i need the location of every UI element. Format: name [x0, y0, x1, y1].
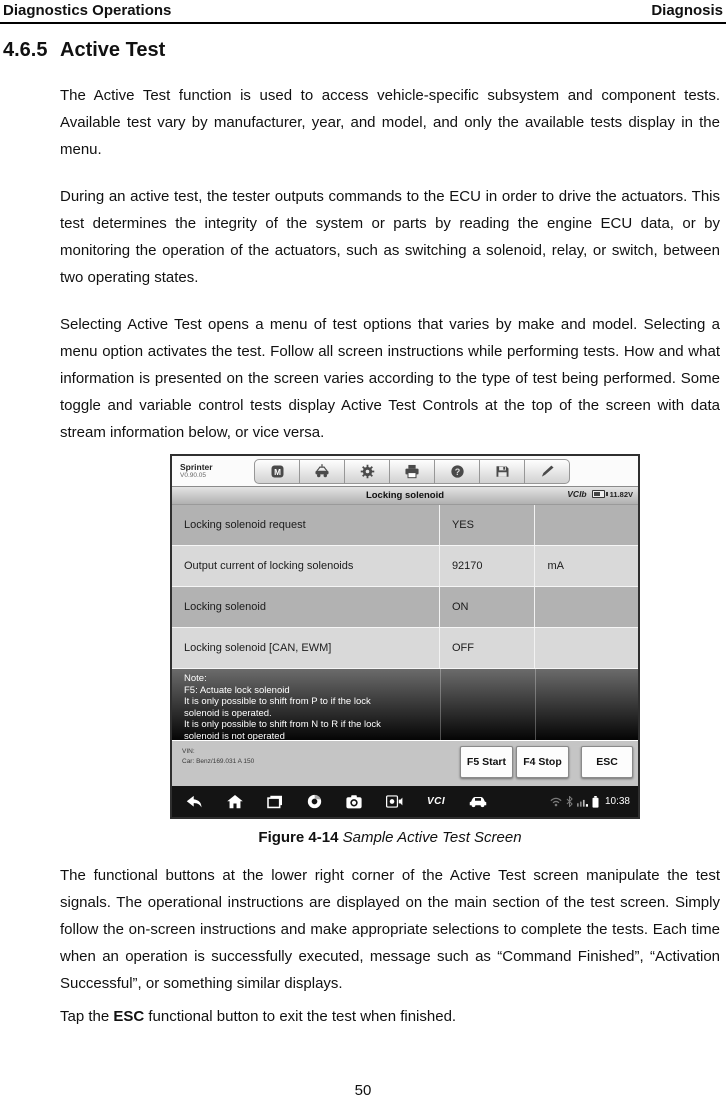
vehicle-icon[interactable] [469, 795, 487, 808]
signal-icon [576, 797, 588, 807]
paragraph-closing: Tap the ESC functional button to exit th… [60, 1003, 720, 1030]
printer-icon [404, 464, 420, 479]
battery-icon [592, 795, 599, 808]
vehicle-info: Sprinter V0.90.05 [172, 461, 254, 480]
edit-button[interactable] [525, 458, 570, 484]
closing-prefix: Tap the [60, 1008, 114, 1025]
vin-info: VIN: Car: Benz/169.031 A 150 [182, 747, 254, 767]
row-name: Locking solenoid [CAN, EWM] [172, 628, 440, 668]
screenshot-topbar: Sprinter V0.90.05 M [172, 456, 638, 486]
page-header: Diagnostics Operations Diagnosis [0, 0, 726, 24]
closing-suffix: functional button to exit the test when … [144, 1008, 457, 1025]
test-title: Locking solenoid [365, 490, 445, 501]
row-name: Locking solenoid request [172, 505, 440, 545]
section-number: 4.6.5 [3, 39, 48, 61]
vehicle-connect-icon [314, 463, 330, 479]
home-icon[interactable] [227, 794, 243, 809]
battery-voltage-indicator: 11.82V [591, 489, 633, 499]
esc-button[interactable]: ESC [581, 746, 633, 778]
maxi-home-button[interactable]: M [254, 458, 300, 484]
paragraph-4: The functional buttons at the lower righ… [60, 867, 720, 992]
car-info: Car: Benz/169.031 A 150 [182, 757, 255, 765]
row-unit [535, 505, 638, 545]
table-row: Locking solenoid request YES [172, 505, 638, 546]
f5-start-button[interactable]: F5 Start [459, 746, 513, 778]
settings-button[interactable] [345, 458, 390, 484]
recent-apps-icon[interactable] [267, 795, 283, 809]
active-test-table: Locking solenoid request YES Output curr… [172, 505, 638, 669]
table-row: Locking solenoid [CAN, EWM] OFF [172, 628, 638, 669]
note-line: solenoid is not operated [184, 730, 285, 742]
camera-icon[interactable] [346, 794, 362, 809]
row-name: Output current of locking solenoids [172, 546, 440, 586]
closing-esc: ESC [113, 1008, 145, 1025]
page-number: 50 [354, 1082, 372, 1099]
section-heading: 4.6.5 Active Test [3, 39, 726, 62]
note-line: Note: [184, 673, 207, 684]
paragraph-3: Selecting Active Test opens a menu of te… [60, 316, 720, 441]
row-value: ON [440, 587, 536, 627]
row-name: Locking solenoid [172, 587, 440, 627]
section-title: Active Test [60, 39, 166, 61]
note-line: It is only possible to shift from P to i… [184, 696, 371, 707]
software-version: V0.90.05 [180, 472, 207, 480]
figure-caption: Figure 4-14 Sample Active Test Screen [60, 829, 720, 846]
table-row: Locking solenoid ON [172, 587, 638, 628]
f4-stop-button[interactable]: F4 Stop [516, 746, 569, 778]
android-taskbar: VCI [172, 786, 638, 817]
save-button[interactable] [480, 458, 525, 484]
vehicle-name: Sprinter [180, 461, 213, 472]
figure-label: Figure 4-14 [258, 829, 339, 846]
settings-gear-icon [360, 464, 375, 479]
battery-voltage: 11.82V [609, 489, 633, 499]
svg-text:M: M [274, 467, 281, 476]
row-unit [535, 628, 638, 668]
figure-text: Sample Active Test Screen [338, 829, 522, 846]
back-icon[interactable] [186, 795, 203, 809]
screenshot-titlebar: Locking solenoid VCIb 11.82V [172, 486, 638, 505]
browser-icon[interactable] [307, 794, 322, 809]
screenshot-icon[interactable] [386, 795, 403, 808]
row-value: 92170 [440, 546, 536, 586]
wifi-icon [550, 797, 562, 807]
maxi-home-icon: M [270, 464, 285, 479]
note-line: solenoid is operated. [184, 707, 272, 719]
paragraph-1: The Active Test function is used to acce… [60, 87, 720, 158]
note-panel: Note: F5: Actuate lock solenoid It is on… [172, 669, 638, 742]
vci-logo[interactable]: VCI [427, 796, 446, 807]
row-unit [535, 587, 638, 627]
paragraph-2: During an active test, the tester output… [60, 188, 720, 286]
bluetooth-icon [566, 796, 573, 807]
toolbar: M [254, 458, 570, 484]
print-button[interactable] [390, 458, 435, 484]
svg-text:?: ? [454, 466, 460, 476]
note-line: It is only possible to shift from N to R… [184, 719, 381, 730]
header-left: Diagnostics Operations [3, 2, 172, 19]
screenshot-footer: VIN: Car: Benz/169.031 A 150 F5 Start F4… [172, 740, 638, 786]
help-icon: ? [450, 464, 465, 479]
note-line: F5: Actuate lock solenoid [184, 684, 290, 696]
sample-active-test-screenshot: Sprinter V0.90.05 M [170, 454, 640, 819]
row-value: YES [440, 505, 536, 545]
vci-status-indicator: VCIb [567, 489, 587, 499]
vehicle-connect-button[interactable] [300, 458, 345, 484]
help-button[interactable]: ? [435, 458, 480, 484]
save-icon [495, 464, 510, 479]
header-right: Diagnosis [651, 2, 723, 19]
battery-icon [591, 490, 605, 498]
clock: 10:38 [604, 796, 630, 807]
row-value: OFF [440, 628, 536, 668]
vin-label: VIN: [182, 748, 195, 755]
table-row: Output current of locking solenoids 9217… [172, 546, 638, 587]
row-unit: mA [547, 560, 564, 572]
edit-pen-icon [539, 464, 555, 479]
